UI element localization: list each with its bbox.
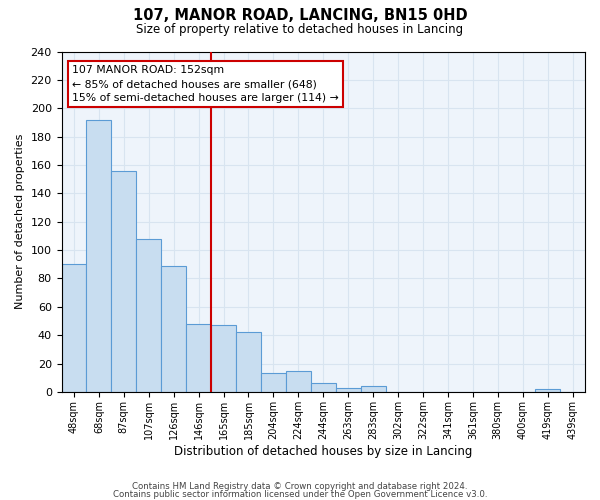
Bar — [286, 370, 311, 392]
Bar — [86, 120, 112, 392]
Y-axis label: Number of detached properties: Number of detached properties — [15, 134, 25, 310]
Bar — [311, 384, 336, 392]
Bar — [535, 389, 560, 392]
Text: Contains public sector information licensed under the Open Government Licence v3: Contains public sector information licen… — [113, 490, 487, 499]
Bar — [261, 374, 286, 392]
Bar — [62, 264, 86, 392]
Text: Contains HM Land Registry data © Crown copyright and database right 2024.: Contains HM Land Registry data © Crown c… — [132, 482, 468, 491]
Text: 107 MANOR ROAD: 152sqm
← 85% of detached houses are smaller (648)
15% of semi-de: 107 MANOR ROAD: 152sqm ← 85% of detached… — [72, 65, 339, 103]
Bar — [361, 386, 386, 392]
Bar — [112, 170, 136, 392]
Bar — [236, 332, 261, 392]
Bar — [336, 388, 361, 392]
Bar — [136, 238, 161, 392]
Bar — [161, 266, 186, 392]
Text: Size of property relative to detached houses in Lancing: Size of property relative to detached ho… — [136, 22, 464, 36]
Bar — [211, 326, 236, 392]
Text: 107, MANOR ROAD, LANCING, BN15 0HD: 107, MANOR ROAD, LANCING, BN15 0HD — [133, 8, 467, 22]
X-axis label: Distribution of detached houses by size in Lancing: Distribution of detached houses by size … — [174, 444, 472, 458]
Bar — [186, 324, 211, 392]
